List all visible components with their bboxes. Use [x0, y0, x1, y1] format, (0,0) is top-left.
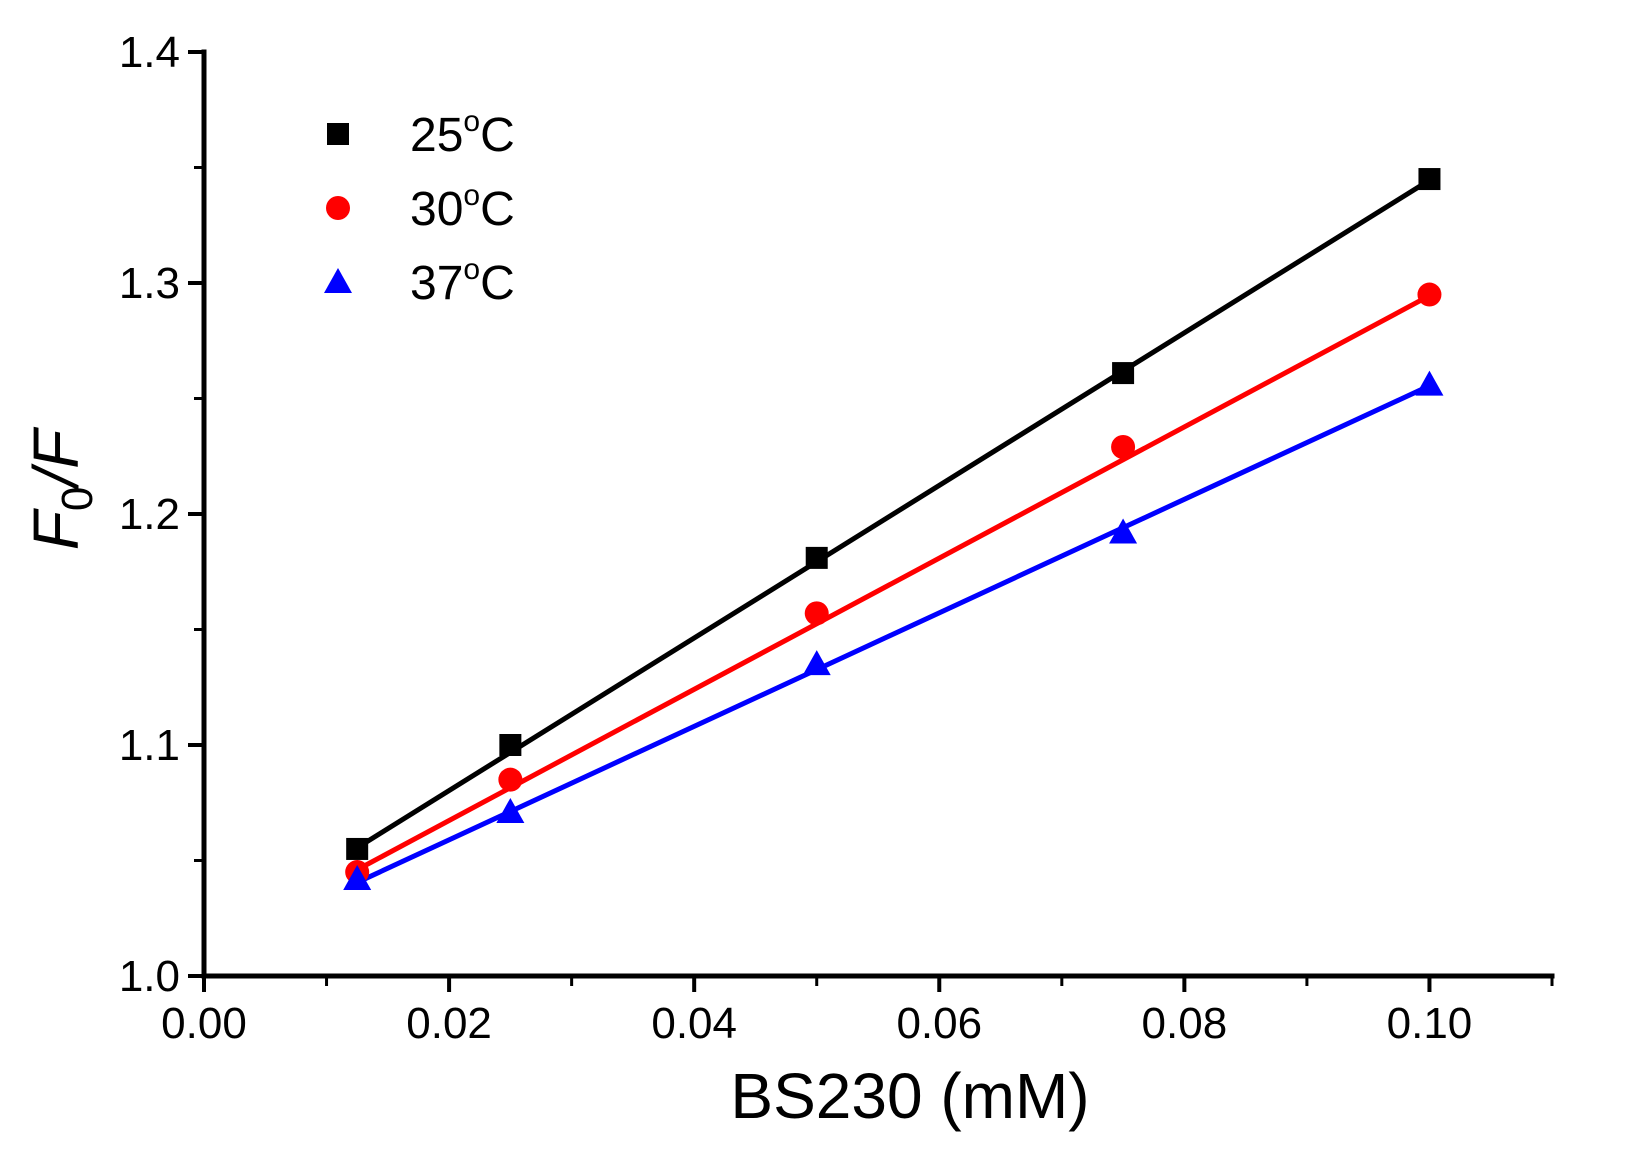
fit-lines: [355, 178, 1431, 885]
y-tick-label: 1.3: [119, 259, 180, 308]
data-point-37: [1109, 518, 1138, 544]
legend-label-30: 30oC: [410, 179, 515, 236]
data-point-37: [343, 864, 372, 890]
x-tick-label: 0.04: [651, 999, 737, 1048]
fit-line-37: [356, 383, 1431, 885]
x-tick-label: 0.00: [161, 999, 247, 1048]
x-tick-label: 0.02: [406, 999, 492, 1048]
data-point-25: [1112, 362, 1135, 385]
legend: 25oC 30oC 37oC: [324, 105, 515, 310]
legend-marker-25: [327, 123, 349, 145]
y-tick-label: 1.1: [119, 721, 180, 770]
y-axis-title-suffix: /F: [20, 426, 92, 491]
axes: [201, 49, 1555, 979]
y-tick-label: 1.0: [119, 952, 180, 1001]
y-axis-ticks: 1.0 1.1 1.2 1.3 1.4: [119, 28, 204, 1001]
y-axis-title-subscript: 0: [53, 487, 102, 511]
data-point-25: [1418, 168, 1441, 191]
y-axis-title-main: F: [20, 507, 92, 550]
data-point-30: [1417, 282, 1442, 307]
data-markers: [343, 168, 1444, 890]
data-point-37: [1415, 370, 1444, 396]
x-axis-ticks: 0.00 0.02 0.04 0.06 0.08 0.10: [161, 976, 1554, 1048]
y-tick-label: 1.4: [119, 28, 180, 77]
data-point-25: [499, 734, 522, 756]
data-point-37: [496, 797, 525, 823]
data-point-30: [1111, 435, 1136, 460]
fit-line-25: [355, 178, 1431, 850]
data-point-30: [804, 601, 829, 626]
y-tick-label: 1.2: [119, 490, 180, 539]
legend-marker-37: [324, 268, 352, 293]
y-axis-title: F0/F: [20, 426, 102, 550]
data-point-30: [498, 767, 523, 792]
x-axis-title: BS230 (mM): [730, 1060, 1089, 1132]
data-point-37: [802, 650, 831, 676]
data-point-25: [346, 837, 369, 860]
x-tick-label: 0.06: [896, 999, 982, 1048]
legend-label-37: 37oC: [410, 253, 515, 310]
x-tick-label: 0.08: [1142, 999, 1228, 1048]
legend-marker-30: [326, 196, 350, 220]
x-tick-label: 0.10: [1387, 999, 1473, 1048]
data-point-25: [805, 546, 828, 569]
fit-line-30: [356, 293, 1431, 872]
legend-label-25: 25oC: [410, 105, 515, 162]
